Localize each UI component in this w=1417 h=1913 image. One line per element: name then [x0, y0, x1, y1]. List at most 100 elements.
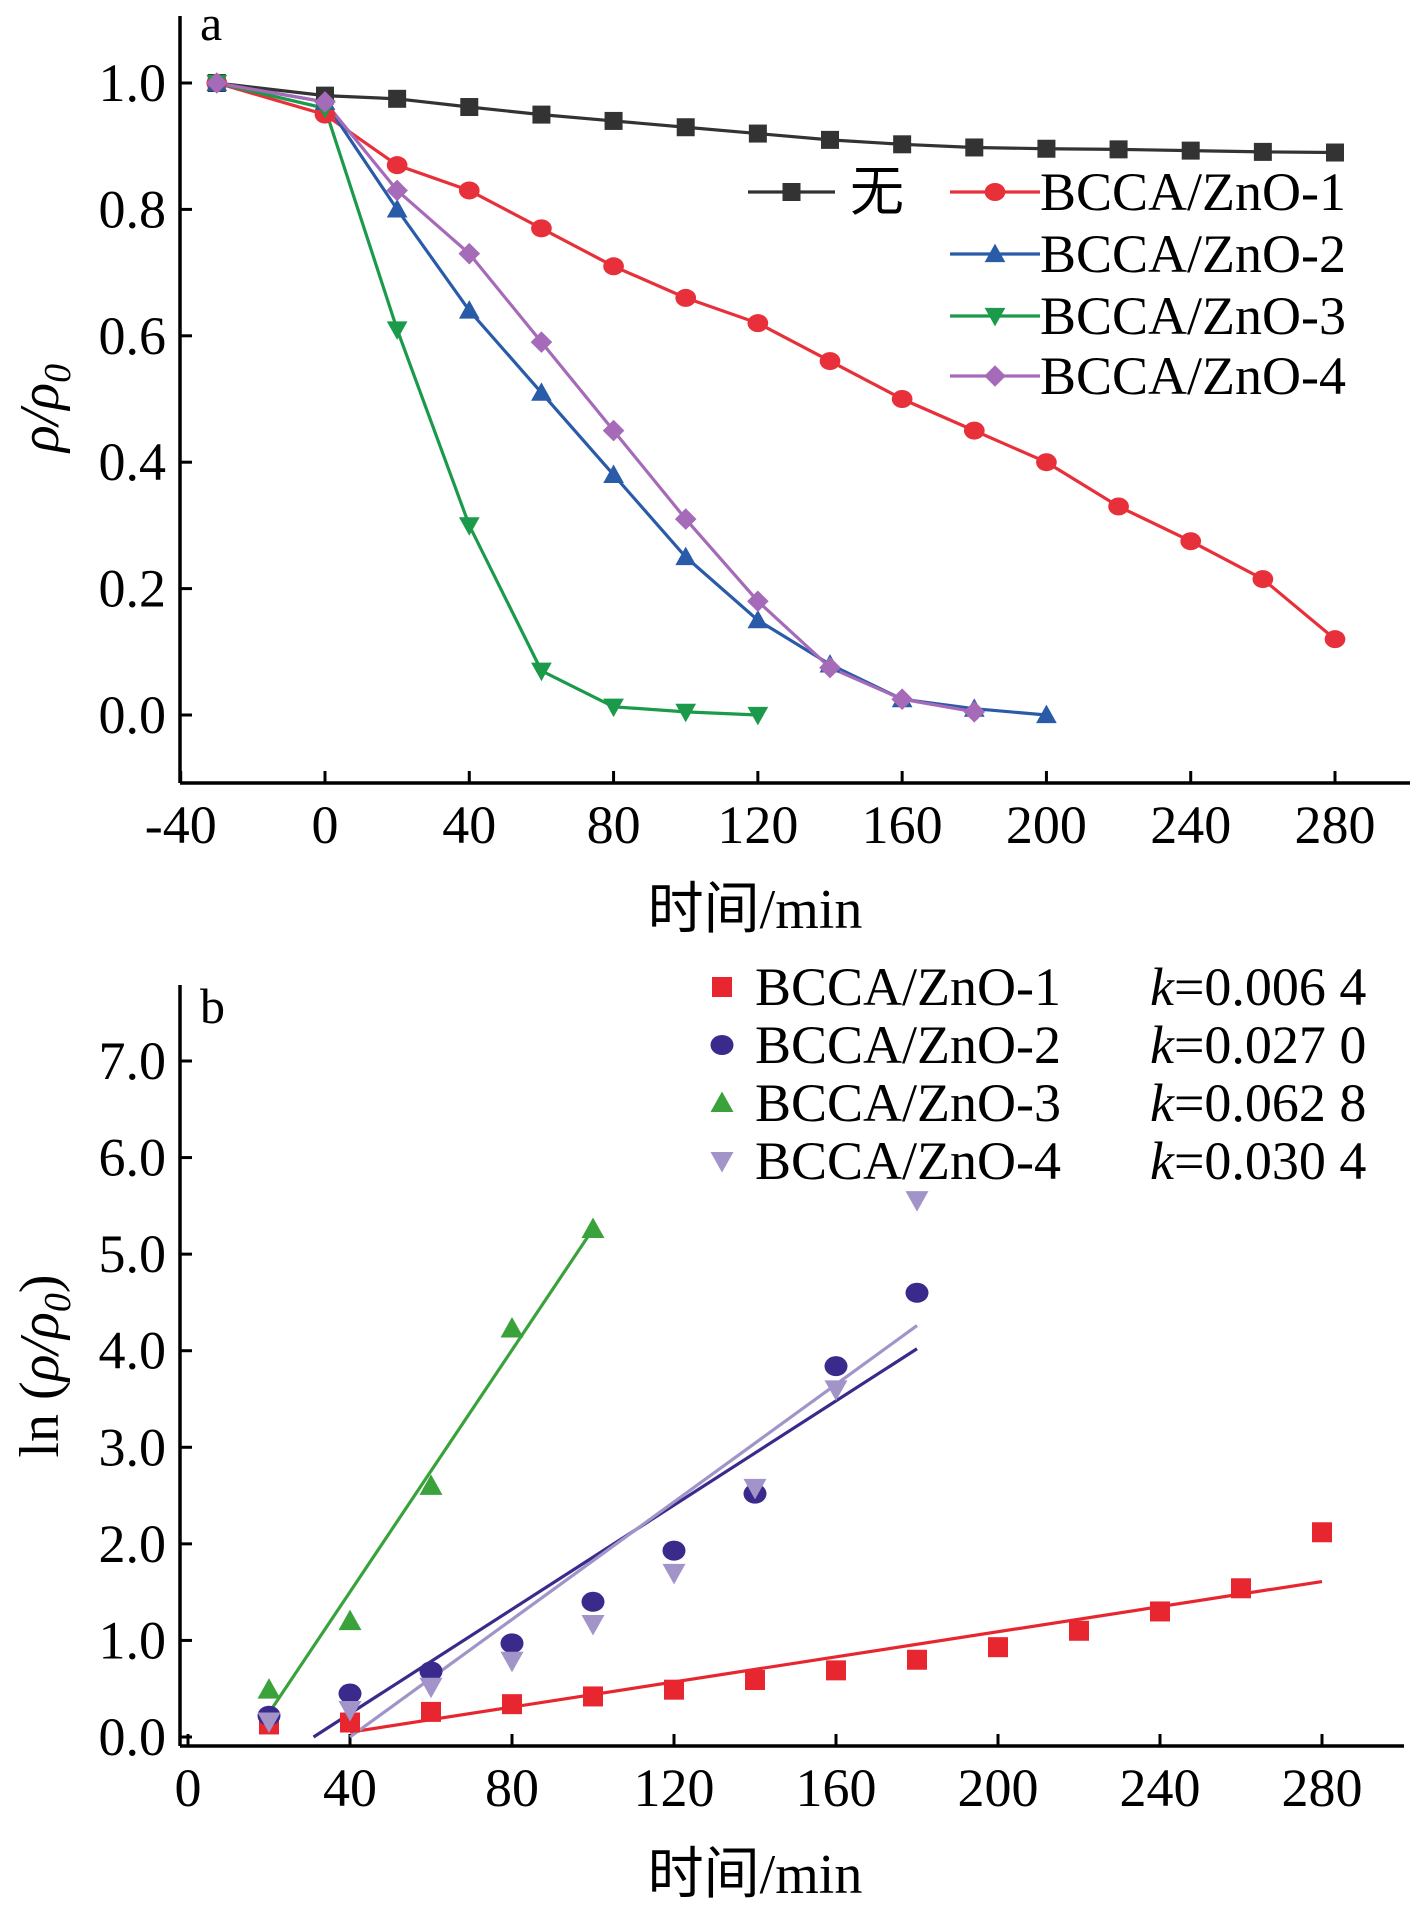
panel-a-legend-marker-5 — [984, 365, 1006, 387]
panel-b-point-4 — [500, 1651, 524, 1673]
panel-b-point-4 — [662, 1563, 686, 1585]
panel-a-point-2 — [747, 314, 769, 333]
panel-b-point-1 — [502, 1694, 522, 1715]
panel-a-point-3 — [1036, 704, 1057, 724]
panel-b-label: b — [200, 978, 225, 1034]
panel-b-point-4 — [338, 1700, 362, 1722]
panel-a-point-1 — [748, 124, 767, 143]
panel-a-series-line-1 — [216, 81, 1336, 155]
panel-a-axes — [178, 16, 1410, 785]
panel-b-point-1 — [988, 1637, 1008, 1658]
panel-b-y-tick-label: 5.0 — [99, 1224, 167, 1284]
panel-b-legend-k-symbol: k — [1150, 1131, 1175, 1191]
panel-b-point-3 — [257, 1678, 281, 1699]
panel-b-legend-k-value: =0.030 4 — [1174, 1131, 1366, 1191]
panel-b-point-2 — [581, 1591, 605, 1612]
panel-a-point-5 — [747, 590, 769, 613]
panel-b-point-4 — [257, 1712, 281, 1734]
panel-b-legend-k-1: k=0.006 4 — [1150, 957, 1366, 1017]
panel-a-point-5 — [602, 419, 625, 442]
panel-a-point-5 — [963, 701, 986, 723]
panel-b-x-tick-label: 120 — [634, 1758, 715, 1818]
panel-b-legend-k-4: k=0.030 4 — [1150, 1131, 1366, 1191]
chart-panel-a: a -40 0 40 80 120 160 200 240 280 0.0 0.2 0.4 0.6 0.8… — [9, 0, 1410, 941]
panel-b-y-label-suffix: ) — [9, 1274, 71, 1293]
panel-a-point-2 — [1108, 497, 1129, 516]
panel-a-point-1 — [893, 135, 912, 154]
panel-a-point-1 — [1181, 141, 1200, 160]
panel-a-point-1 — [532, 105, 551, 124]
panel-a-point-1 — [1253, 142, 1272, 161]
panel-a-point-2 — [891, 390, 913, 408]
panel-a-point-1 — [965, 138, 984, 157]
panel-a-point-4 — [603, 698, 624, 718]
panel-b-legend-marker-3 — [710, 1091, 734, 1112]
panel-b-point-1 — [745, 1670, 765, 1691]
panel-b-x-tick-label: 160 — [796, 1758, 877, 1818]
panel-a-point-2 — [1036, 453, 1057, 472]
panel-b-point-1 — [1231, 1578, 1251, 1599]
panel-b-fit-line-4 — [349, 1324, 918, 1739]
panel-a-point-5 — [530, 331, 553, 353]
panel-b-point-2 — [500, 1633, 524, 1654]
panel-a-x-tick-label: 240 — [1150, 795, 1231, 855]
panel-b-point-3 — [419, 1474, 443, 1495]
panel-a-legend: 无 BCCA/ZnO-1BCCA/ZnO-2BCCA/ZnO-3BCCA/ZnO-… — [748, 162, 1346, 406]
panel-a-point-1 — [821, 130, 839, 149]
panel-b-y-tick-label: 6.0 — [99, 1128, 167, 1188]
panel-a-point-2 — [1252, 570, 1274, 589]
panel-a-x-tick-label: -40 — [145, 795, 217, 855]
panel-a-x-tick-label: 120 — [717, 795, 798, 855]
panel-a-x-tick-label: 80 — [587, 795, 641, 855]
panel-b-point-4 — [581, 1615, 605, 1636]
panel-a-point-5 — [819, 656, 841, 679]
panel-b-x-tick-label: 200 — [958, 1758, 1039, 1818]
panel-b-y-label-prefix: ln ( — [9, 1381, 71, 1457]
panel-a-point-5 — [458, 242, 481, 265]
panel-b-point-1 — [826, 1660, 846, 1681]
panel-b-legend-k-symbol: k — [1150, 1073, 1175, 1133]
panel-b-fit-line-3 — [267, 1228, 595, 1714]
panel-b-y-label-main: ρ/ρ — [9, 1312, 71, 1383]
panel-b-y-tick-label: 0.0 — [99, 1707, 167, 1767]
panel-b-x-tick-label: 0 — [175, 1758, 202, 1818]
panel-b-legend-marker-1 — [712, 977, 732, 997]
panel-b-y-tick-label: 1.0 — [99, 1610, 167, 1670]
panel-a-point-1 — [1037, 139, 1056, 158]
panel-b-x-tick-label: 280 — [1282, 1758, 1363, 1818]
panel-a-x-label: 时间/min — [648, 879, 863, 941]
panel-a-point-2 — [675, 288, 697, 307]
panel-a-point-5 — [674, 508, 697, 530]
panel-a-point-4 — [747, 706, 769, 726]
panel-a-point-2 — [1180, 532, 1202, 551]
panel-a-point-3 — [603, 464, 624, 483]
panel-b-legend-k-symbol: k — [1150, 1015, 1175, 1075]
panel-b-x-tick-label: 80 — [485, 1758, 539, 1818]
panel-b-legend-k-value: =0.027 0 — [1174, 1015, 1366, 1075]
panel-b-legend-k-2: k=0.027 0 — [1150, 1015, 1366, 1075]
panel-a-legend-marker-4 — [984, 307, 1006, 327]
panel-a-point-3 — [747, 609, 769, 629]
panel-a-point-3 — [458, 300, 480, 319]
panel-b-legend-label-3: BCCA/ZnO-3 — [755, 1073, 1061, 1133]
panel-b-x-tick-label: 40 — [323, 1758, 377, 1818]
panel-b-y-tick-label: 4.0 — [99, 1321, 167, 1381]
panel-a-point-4 — [458, 517, 480, 536]
panel-a-legend-marker-2 — [984, 183, 1006, 201]
panel-a-point-2 — [458, 181, 480, 200]
panel-b-point-1 — [664, 1679, 684, 1700]
panel-a-ticks: -40 0 40 80 120 160 200 240 280 0.0 0.2 0.4 0.6 0.8 1.… — [99, 53, 1376, 855]
panel-b-point-3 — [500, 1317, 524, 1338]
panel-a-legend-label-1: 无 — [850, 162, 904, 222]
panel-a-point-3 — [386, 199, 408, 218]
panel-b-markers — [257, 1191, 1332, 1735]
panel-a-x-tick-label: 160 — [862, 795, 943, 855]
panel-b-point-1 — [1312, 1522, 1332, 1543]
panel-b-legend-k-3: k=0.062 8 — [1150, 1073, 1366, 1133]
panel-a-y-label: ρ/ρ0 — [9, 364, 79, 454]
panel-b-legend-marker-4 — [710, 1152, 734, 1173]
panel-a-x-tick-label: 200 — [1006, 795, 1087, 855]
panel-b-x-label: 时间/min — [648, 1844, 863, 1906]
